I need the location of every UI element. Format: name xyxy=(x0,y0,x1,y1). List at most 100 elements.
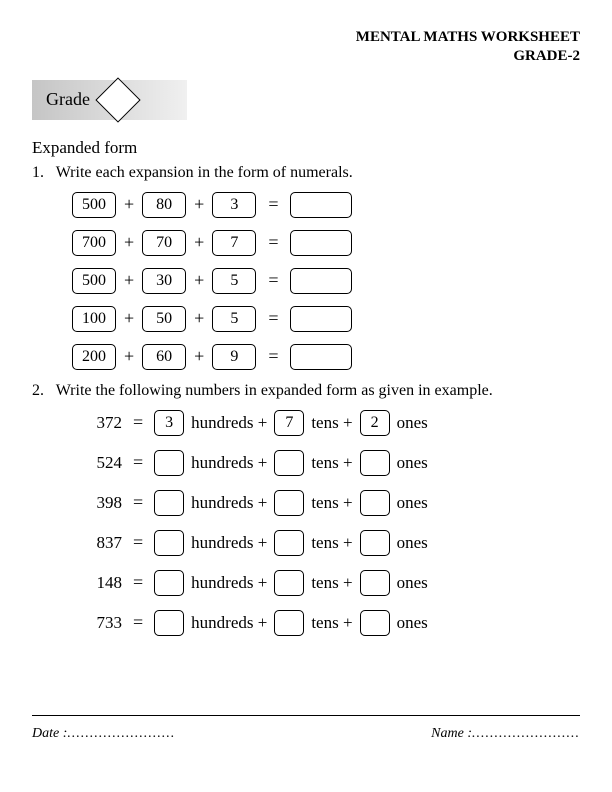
name-label: Name : xyxy=(431,726,472,741)
q2-row: 372 = 3 hundreds + 7 tens + 2 ones xyxy=(82,410,580,436)
ones-label: ones xyxy=(397,613,428,633)
tens-input: 7 xyxy=(274,410,304,436)
ones-label: ones xyxy=(397,453,428,473)
tens-label: tens + xyxy=(311,413,352,433)
plus-sign: + xyxy=(124,346,134,367)
q2-row: 398=hundreds +tens +ones xyxy=(82,490,580,516)
equals-sign: = xyxy=(133,532,143,553)
plus-sign: + xyxy=(194,346,204,367)
q2-number: 2. xyxy=(32,382,52,400)
q1-row: 100+50+5= xyxy=(72,306,580,332)
ones-input[interactable] xyxy=(360,570,390,596)
hundreds-box: 200 xyxy=(72,344,116,370)
q1-rows: 500+80+3=700+70+7=500+30+5=100+50+5=200+… xyxy=(72,192,580,370)
ones-input[interactable] xyxy=(360,490,390,516)
plus-sign: + xyxy=(124,232,134,253)
equals-sign: = xyxy=(268,270,278,291)
equals-sign: = xyxy=(133,612,143,633)
equals-sign: = xyxy=(268,232,278,253)
question-2: 2. Write the following numbers in expand… xyxy=(32,382,580,400)
q1-row: 700 +70 +7 = xyxy=(72,230,580,256)
ones-box: 7 xyxy=(212,230,256,256)
ones-box: 3 xyxy=(212,192,256,218)
number-value: 398 xyxy=(82,493,122,513)
date-dots: ........................ xyxy=(67,726,175,741)
equals-sign: = xyxy=(268,308,278,329)
tens-box: 60 xyxy=(142,344,186,370)
q1-row: 500+30+5= xyxy=(72,268,580,294)
title-line2: GRADE-2 xyxy=(356,47,580,66)
ones-label: ones xyxy=(397,413,428,433)
ones-box: 9 xyxy=(212,344,256,370)
tens-box: 30 xyxy=(142,268,186,294)
plus-sign: + xyxy=(194,232,204,253)
date-field: Date :........................ xyxy=(32,726,175,742)
tens-label: tens + xyxy=(311,613,352,633)
section-title: Expanded form xyxy=(32,138,580,158)
tens-box: 70 xyxy=(142,230,186,256)
hundreds-label: hundreds + xyxy=(191,573,267,593)
q1-row: 500+80+3= xyxy=(72,192,580,218)
hundreds-input[interactable] xyxy=(154,490,184,516)
q2-row: 148 = hundreds + tens + ones xyxy=(82,570,580,596)
tens-input[interactable] xyxy=(274,530,304,556)
equals-sign: = xyxy=(268,194,278,215)
ones-input[interactable] xyxy=(360,530,390,556)
grade-badge: Grade xyxy=(32,80,187,120)
tens-input[interactable] xyxy=(274,450,304,476)
answer-box[interactable] xyxy=(290,268,352,294)
q1-number: 1. xyxy=(32,164,52,182)
answer-box[interactable] xyxy=(290,344,352,370)
ones-input[interactable] xyxy=(360,610,390,636)
q2-rows: 372=3hundreds +7tens +2ones524=hundreds … xyxy=(82,410,580,636)
hundreds-input[interactable] xyxy=(154,450,184,476)
ones-input: 2 xyxy=(360,410,390,436)
hundreds-label: hundreds + xyxy=(191,613,267,633)
question-1: 1. Write each expansion in the form of n… xyxy=(32,164,580,182)
hundreds-label: hundreds + xyxy=(191,413,267,433)
tens-input[interactable] xyxy=(274,490,304,516)
hundreds-input[interactable] xyxy=(154,570,184,596)
hundreds-input[interactable] xyxy=(154,610,184,636)
plus-sign: + xyxy=(124,308,134,329)
hundreds-input[interactable] xyxy=(154,530,184,556)
equals-sign: = xyxy=(268,346,278,367)
q2-text: Write the following numbers in expanded … xyxy=(56,382,493,399)
ones-label: ones xyxy=(397,493,428,513)
equals-sign: = xyxy=(133,412,143,433)
tens-input[interactable] xyxy=(274,610,304,636)
header: MENTAL MATHS WORKSHEET GRADE-2 xyxy=(32,28,580,66)
ones-label: ones xyxy=(397,533,428,553)
hundreds-box: 700 xyxy=(72,230,116,256)
q1-text: Write each expansion in the form of nume… xyxy=(56,164,353,181)
tens-label: tens + xyxy=(311,573,352,593)
grade-diamond-icon xyxy=(95,77,140,122)
ones-box: 5 xyxy=(212,268,256,294)
hundreds-input: 3 xyxy=(154,410,184,436)
plus-sign: + xyxy=(124,270,134,291)
hundreds-box: 500 xyxy=(72,268,116,294)
tens-input[interactable] xyxy=(274,570,304,596)
tens-label: tens + xyxy=(311,453,352,473)
answer-box[interactable] xyxy=(290,230,352,256)
name-dots: ........................ xyxy=(472,726,580,741)
q2-row: 524=hundreds +tens +ones xyxy=(82,450,580,476)
number-value: 372 xyxy=(82,413,122,433)
ones-box: 5 xyxy=(212,306,256,332)
answer-box[interactable] xyxy=(290,192,352,218)
plus-sign: + xyxy=(124,194,134,215)
hundreds-label: hundreds + xyxy=(191,533,267,553)
plus-sign: + xyxy=(194,194,204,215)
title-line1: MENTAL MATHS WORKSHEET xyxy=(356,28,580,47)
equals-sign: = xyxy=(133,572,143,593)
tens-box: 50 xyxy=(142,306,186,332)
hundreds-box: 500 xyxy=(72,192,116,218)
name-field: Name :........................ xyxy=(431,726,580,742)
q1-row: 200 +60 +9 = xyxy=(72,344,580,370)
answer-box[interactable] xyxy=(290,306,352,332)
tens-label: tens + xyxy=(311,493,352,513)
number-value: 148 xyxy=(82,573,122,593)
ones-label: ones xyxy=(397,573,428,593)
ones-input[interactable] xyxy=(360,450,390,476)
footer: Date :........................ Name :...… xyxy=(32,715,580,742)
